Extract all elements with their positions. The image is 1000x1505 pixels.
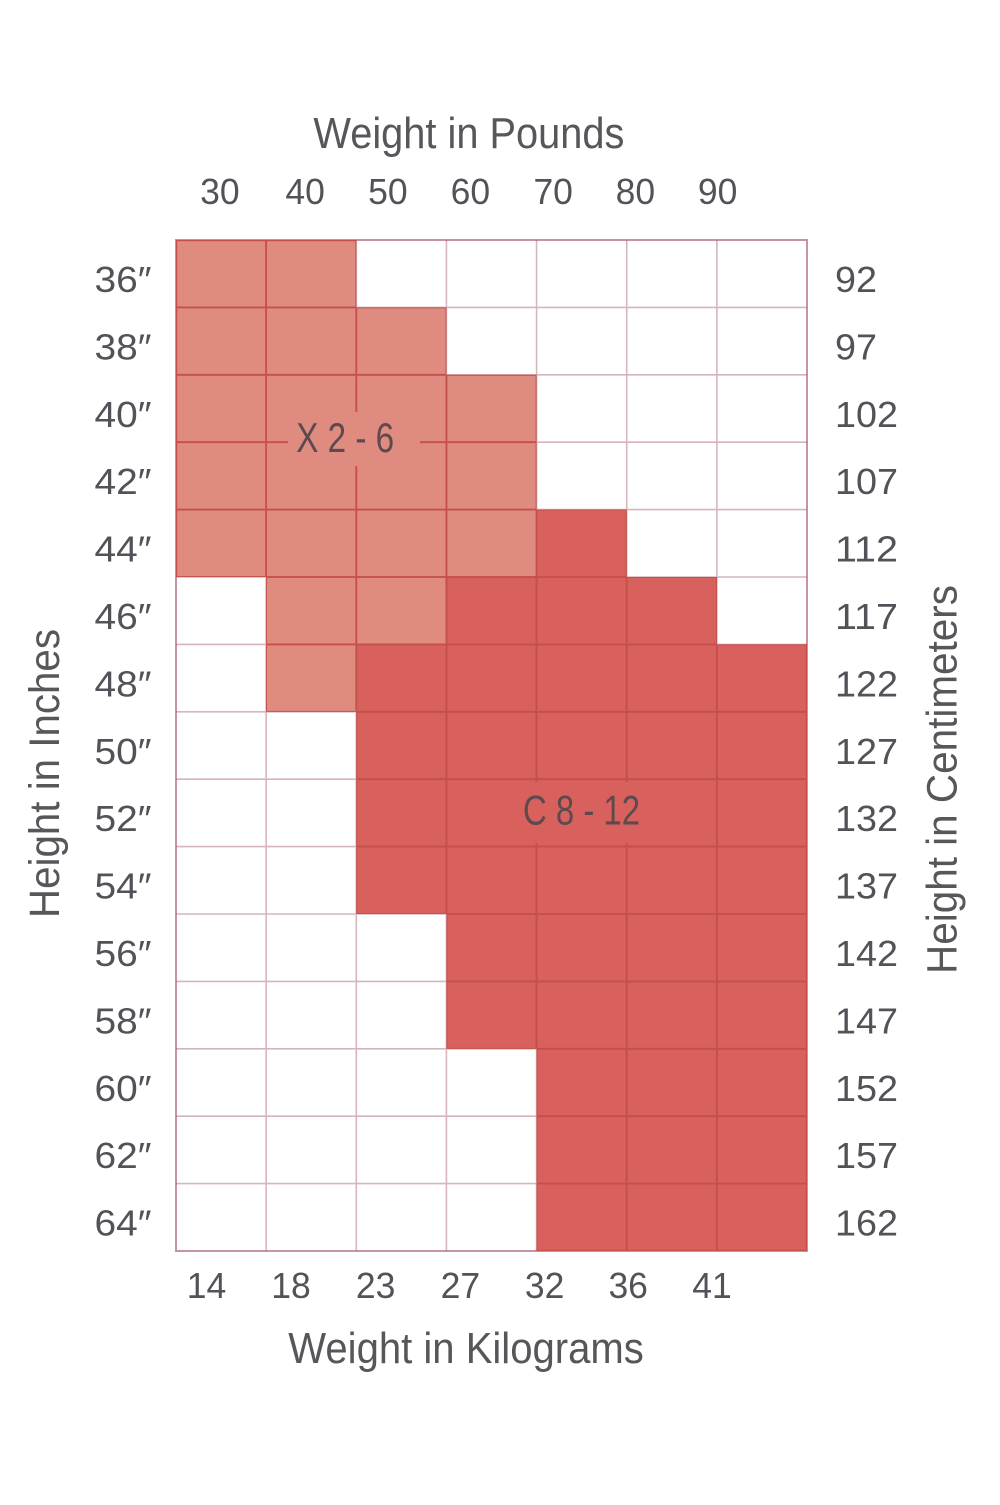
svg-text:Weight in Pounds: Weight in Pounds xyxy=(313,109,624,158)
svg-text:46″: 46″ xyxy=(95,596,152,637)
svg-text:50″: 50″ xyxy=(95,731,152,772)
svg-text:32: 32 xyxy=(525,1265,565,1306)
svg-text:112: 112 xyxy=(835,529,898,570)
svg-text:Weight in Kilograms: Weight in Kilograms xyxy=(288,1324,644,1373)
svg-text:64″: 64″ xyxy=(95,1203,152,1244)
svg-text:90: 90 xyxy=(698,171,738,212)
svg-text:38″: 38″ xyxy=(95,326,152,367)
svg-text:132: 132 xyxy=(835,798,898,839)
svg-text:36: 36 xyxy=(608,1265,648,1306)
svg-text:70: 70 xyxy=(533,171,573,212)
svg-text:50: 50 xyxy=(368,171,408,212)
svg-text:18: 18 xyxy=(271,1265,311,1306)
svg-text:122: 122 xyxy=(835,663,898,704)
svg-text:23: 23 xyxy=(356,1265,396,1306)
svg-text:41: 41 xyxy=(692,1265,732,1306)
svg-text:27: 27 xyxy=(441,1265,481,1306)
svg-text:52″: 52″ xyxy=(95,798,152,839)
svg-text:142: 142 xyxy=(835,933,898,974)
svg-text:107: 107 xyxy=(835,461,898,502)
svg-text:30: 30 xyxy=(200,171,240,212)
svg-text:14: 14 xyxy=(187,1265,227,1306)
svg-text:117: 117 xyxy=(835,596,898,637)
svg-text:97: 97 xyxy=(835,326,877,367)
svg-text:Height in Inches: Height in Inches xyxy=(21,629,69,918)
svg-text:40: 40 xyxy=(285,171,325,212)
svg-text:152: 152 xyxy=(835,1068,898,1109)
svg-text:54″: 54″ xyxy=(95,866,152,907)
svg-text:157: 157 xyxy=(835,1135,898,1176)
svg-text:60: 60 xyxy=(451,171,491,212)
svg-text:102: 102 xyxy=(835,394,898,435)
svg-text:56″: 56″ xyxy=(95,933,152,974)
svg-text:127: 127 xyxy=(835,731,898,772)
svg-text:137: 137 xyxy=(835,866,898,907)
svg-text:58″: 58″ xyxy=(95,1000,152,1041)
svg-text:C 8 - 12: C 8 - 12 xyxy=(523,787,640,834)
svg-text:40″: 40″ xyxy=(95,394,152,435)
svg-text:80: 80 xyxy=(616,171,656,212)
svg-text:X 2 - 6: X 2 - 6 xyxy=(296,414,394,461)
svg-text:48″: 48″ xyxy=(95,663,152,704)
svg-text:147: 147 xyxy=(835,1000,898,1041)
svg-text:60″: 60″ xyxy=(95,1068,152,1109)
svg-text:162: 162 xyxy=(835,1203,898,1244)
svg-text:44″: 44″ xyxy=(95,529,152,570)
svg-text:36″: 36″ xyxy=(95,259,152,300)
svg-text:92: 92 xyxy=(835,259,877,300)
svg-text:42″: 42″ xyxy=(95,461,152,502)
svg-text:62″: 62″ xyxy=(95,1135,152,1176)
svg-text:Height in Centimeters: Height in Centimeters xyxy=(918,585,966,974)
